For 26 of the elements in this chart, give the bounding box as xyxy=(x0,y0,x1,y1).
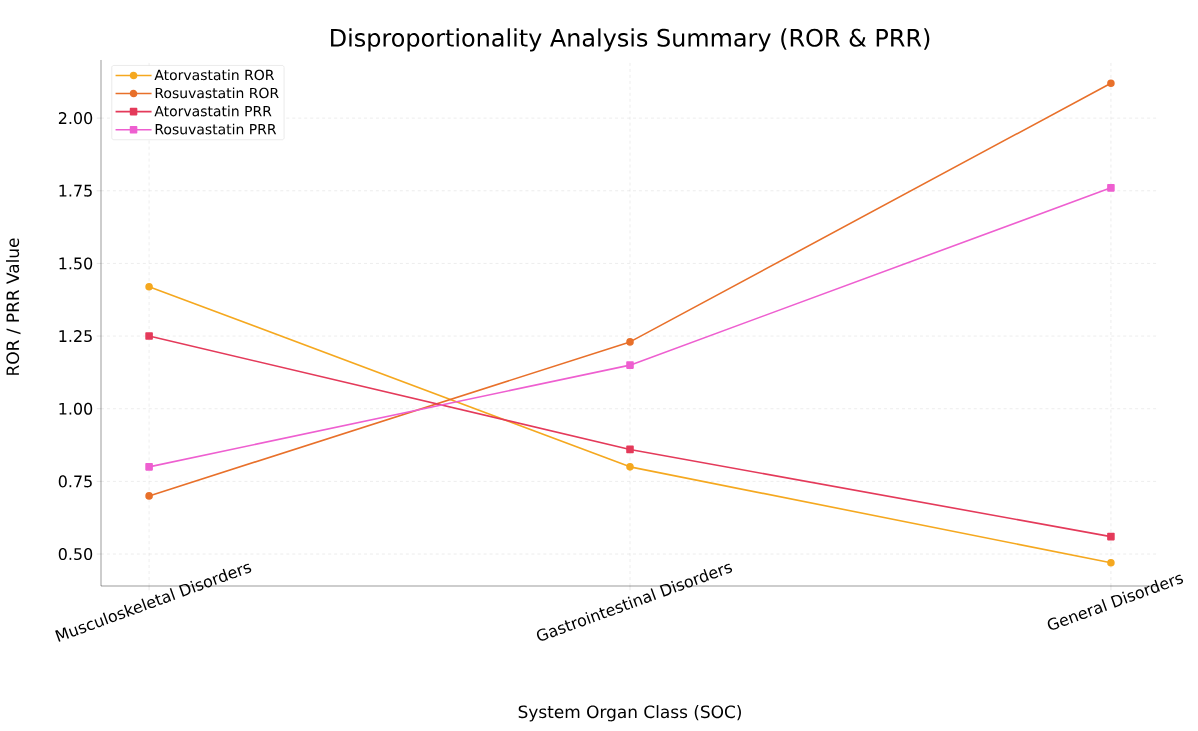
y-axis-title: ROR / PRR Value xyxy=(6,238,21,375)
legend-label: Rosuvastatin PRR xyxy=(155,123,277,135)
point xyxy=(1107,558,1115,567)
point xyxy=(145,492,153,500)
point xyxy=(626,445,634,454)
y-tick-label: 1.75 xyxy=(59,184,92,197)
point xyxy=(145,332,153,340)
y-tick-label: 1.50 xyxy=(59,257,93,270)
point xyxy=(1107,184,1115,192)
point xyxy=(145,463,153,471)
legend-label: Atorvastatin PRR xyxy=(154,105,272,117)
point xyxy=(145,282,153,291)
y-tick-label: 1.25 xyxy=(59,330,92,343)
point xyxy=(626,361,634,369)
point xyxy=(626,338,634,346)
chart-title: Disproportionality Analysis Summary (ROR & PRR) xyxy=(331,28,930,52)
x-axis-title: System Organ Class (SOC) xyxy=(518,705,741,722)
y-tick-label: 2.00 xyxy=(58,112,93,125)
y-tick-label: 0.50 xyxy=(58,548,93,561)
point xyxy=(1107,532,1115,541)
y-tick-label: 1.00 xyxy=(59,402,93,415)
y-tick-label: 0.75 xyxy=(58,475,92,488)
legend-label: Atorvastatin ROR xyxy=(154,69,275,81)
legend-label: Rosuvastatin ROR xyxy=(155,87,279,99)
point xyxy=(1107,79,1115,88)
point xyxy=(626,463,634,471)
